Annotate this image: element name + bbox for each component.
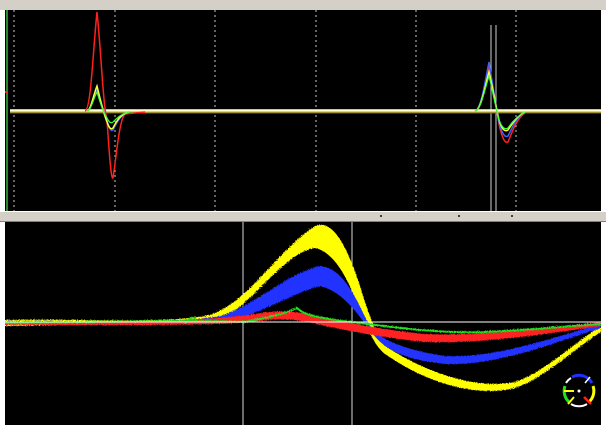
green-unit-trace xyxy=(5,306,601,334)
spike-overlay-plot xyxy=(5,222,601,425)
spike2-green-trace xyxy=(474,73,526,130)
red-unit-band xyxy=(5,311,601,343)
divider-tick xyxy=(458,215,460,217)
blue-unit-band xyxy=(5,266,601,365)
divider-tick xyxy=(511,215,513,217)
waveform-overview-plot xyxy=(5,10,601,211)
channel-selector-compass-icon[interactable] xyxy=(562,373,596,408)
green-noise-trace xyxy=(184,316,198,325)
spike-overlay-panel[interactable] xyxy=(5,222,601,425)
spike1-red-trace xyxy=(84,11,146,179)
divider-tick xyxy=(380,215,382,217)
spike1-green-trace xyxy=(86,90,130,124)
panel-divider-splitter[interactable] xyxy=(0,211,606,222)
spike2-red-trace xyxy=(474,65,526,144)
title-bar xyxy=(0,0,606,10)
spike1-yellow-trace xyxy=(86,83,130,130)
waveform-overview-panel[interactable] xyxy=(5,10,601,211)
yellow-unit-band xyxy=(5,224,601,391)
